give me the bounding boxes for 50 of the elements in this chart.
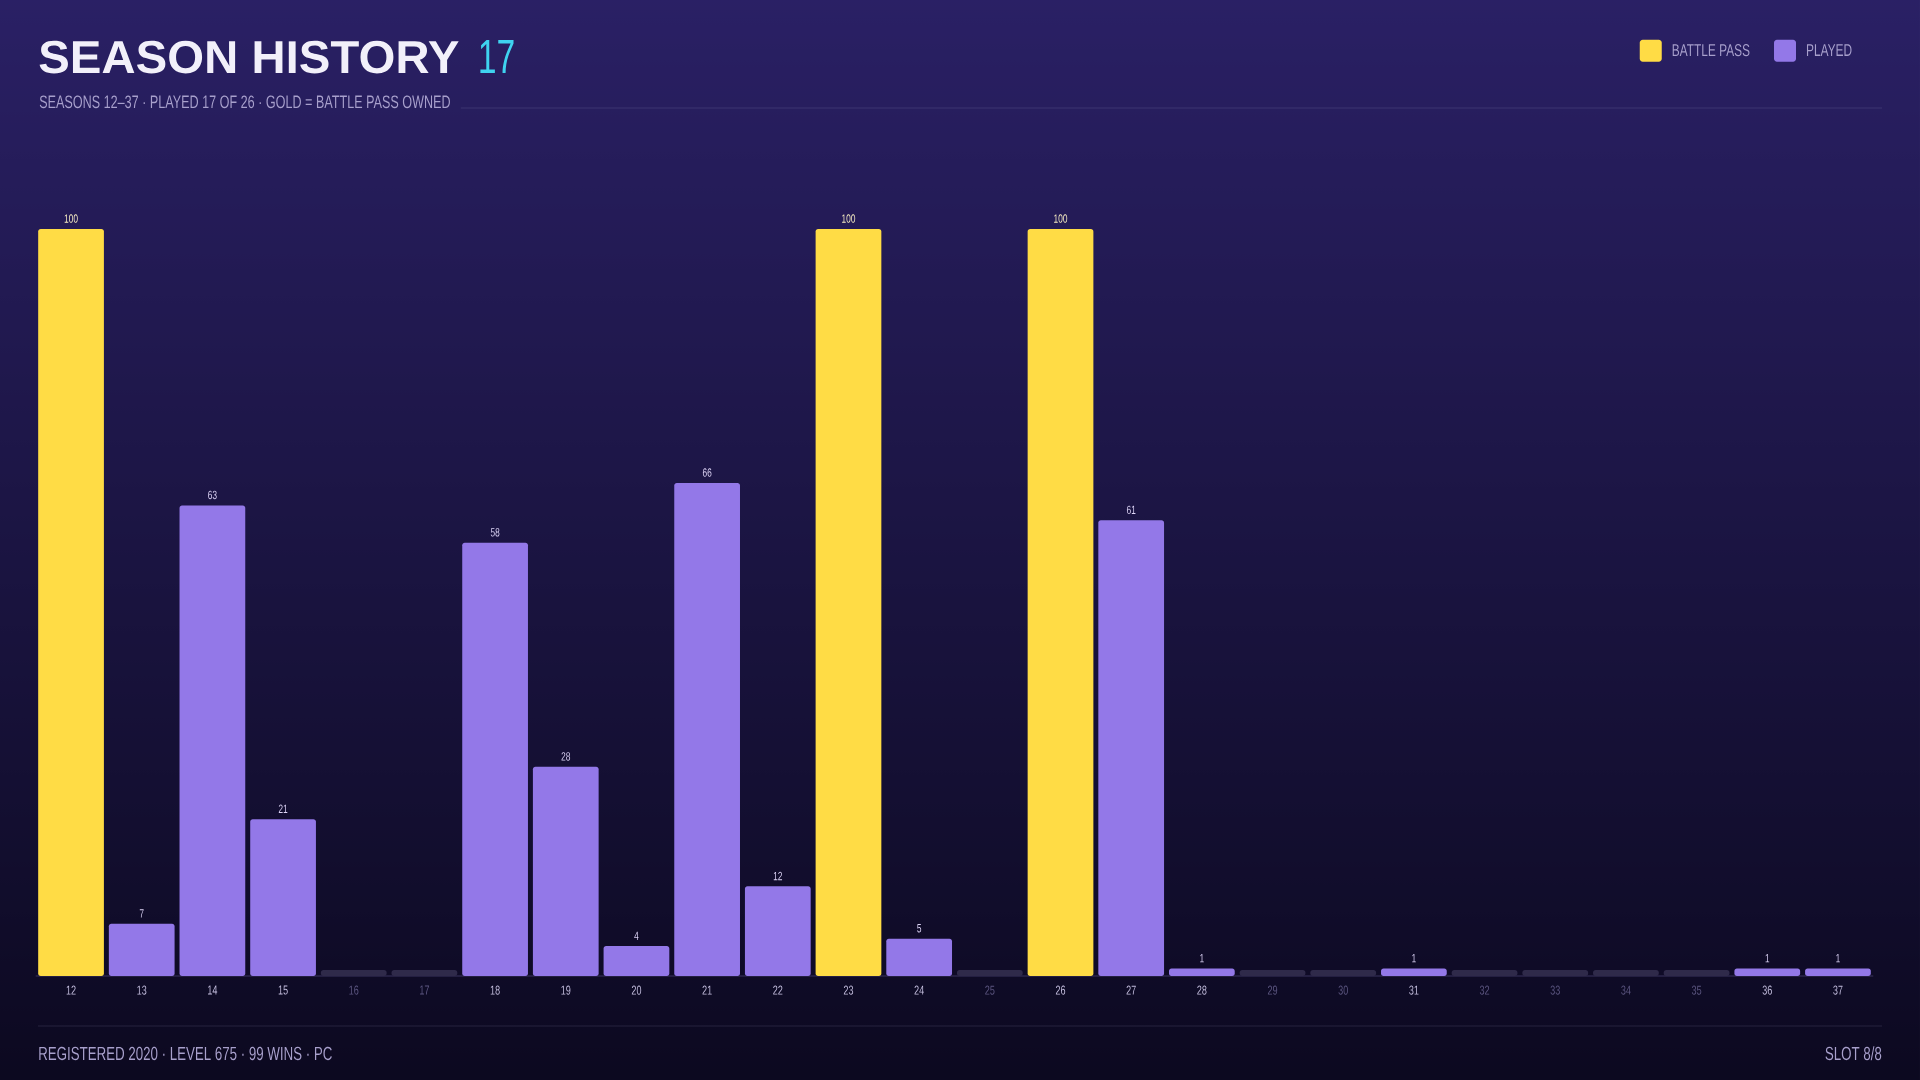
- data-label: 58: [490, 528, 500, 537]
- data-label: 63: [208, 490, 217, 500]
- x-tick-label: 34: [1621, 985, 1631, 995]
- text: SLOT 8/8: [1825, 1046, 1882, 1061]
- data-label: 66: [702, 468, 712, 477]
- x-tick-label: 25: [985, 985, 995, 995]
- x-tick-label: 32: [1479, 985, 1490, 995]
- x-tick-label: 20: [631, 985, 642, 995]
- data-label: 100: [842, 214, 856, 223]
- text: 17: [480, 39, 514, 73]
- x-tick-label: 18: [490, 985, 500, 995]
- data-label: 1: [1412, 954, 1416, 963]
- chart-subtitle: SEASONS 12–37 · PLAYED 17 OF 26 · GOLD = BATTLE PASS OWNED: [39, 95, 450, 109]
- x-tick-label: 15: [278, 985, 288, 995]
- x-tick-label: 23: [843, 985, 854, 995]
- x-tick-label: 28: [1197, 985, 1207, 995]
- x-tick-label: 12: [66, 985, 76, 995]
- data-label: 12: [773, 871, 783, 881]
- x-tick-label: 17: [420, 985, 430, 995]
- data-label: 7: [139, 909, 144, 918]
- x-tick-label: 33: [1550, 985, 1560, 995]
- data-label: 1: [1836, 954, 1840, 963]
- data-label: 5: [917, 924, 922, 933]
- x-tick-label: 21: [702, 985, 712, 995]
- data-label: 4: [634, 931, 639, 940]
- legend-label: PLAYED: [1806, 44, 1852, 56]
- x-tick-label: 36: [1762, 985, 1772, 995]
- x-tick-label: 26: [1055, 985, 1066, 995]
- data-label: 1: [1765, 954, 1770, 963]
- x-tick-label: 13: [137, 985, 147, 995]
- x-tick-label: 22: [773, 985, 783, 995]
- x-tick-label: 29: [1267, 985, 1278, 995]
- x-tick-label: 27: [1126, 985, 1136, 995]
- data-label: 21: [278, 804, 288, 813]
- data-label: 100: [1054, 214, 1068, 223]
- data-label: 1: [1200, 954, 1204, 963]
- text: REGISTERED 2020 · LEVEL 675 · 99 WINS · PC: [39, 1046, 332, 1061]
- legend-label: BATTLE PASS: [1672, 44, 1750, 57]
- chart-title: SEASON HISTORY: [39, 40, 459, 74]
- x-tick-label: 35: [1691, 985, 1702, 995]
- x-tick-label: 31: [1409, 985, 1419, 995]
- data-label: 28: [561, 752, 571, 761]
- data-label: 100: [64, 214, 78, 223]
- x-tick-label: 19: [561, 985, 571, 995]
- x-tick-label: 16: [349, 985, 359, 995]
- x-tick-label: 24: [914, 985, 924, 995]
- data-label: 61: [1126, 505, 1136, 515]
- x-tick-label: 14: [208, 985, 218, 995]
- x-tick-label: 37: [1833, 985, 1843, 995]
- x-tick-label: 30: [1338, 985, 1348, 995]
